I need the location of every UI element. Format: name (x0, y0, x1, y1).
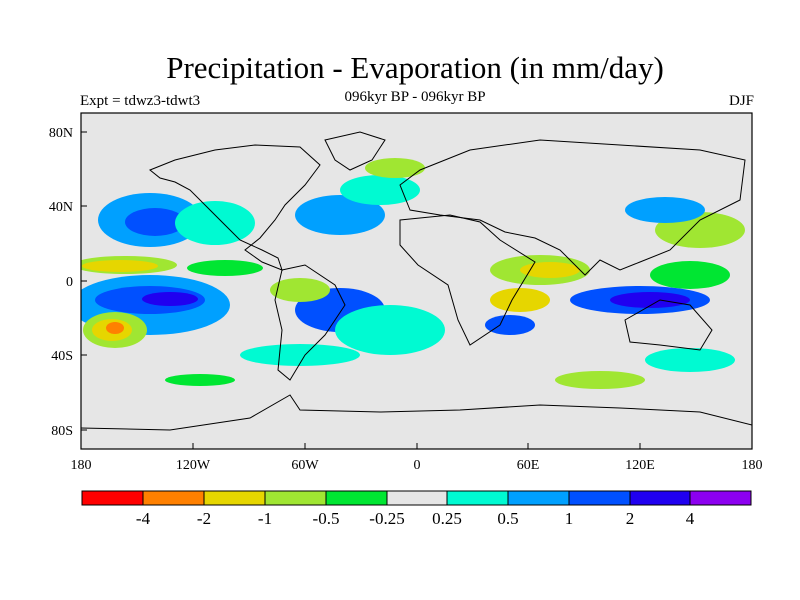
field-so-cyan-1 (240, 344, 360, 366)
lon-label-60e: 60E (517, 458, 540, 473)
colorbar-label-2: -2 (197, 509, 211, 528)
lon-label-180-right: 180 (742, 458, 763, 473)
field-spac-core (142, 292, 198, 306)
lon-label-0: 0 (414, 458, 421, 473)
field-npac-cyan (175, 201, 255, 245)
coast-antarctica (81, 394, 752, 431)
colorbar-swatch-5 (326, 491, 387, 505)
coast-south-america (274, 264, 346, 381)
field-natl-blue (295, 195, 385, 235)
field-kuroshio-blue (625, 197, 705, 223)
lat-label-80n: 80N (49, 126, 73, 141)
lon-axis: 180 120W 60W 0 60E 120E 180 (71, 443, 763, 473)
field-wpac-green (650, 261, 730, 289)
colorbar-label-1: -4 (136, 509, 151, 528)
colorbar-swatch-1 (82, 491, 143, 505)
field-indian-yellow (490, 288, 550, 312)
field-so-cyan-2 (645, 348, 735, 372)
colorbar-swatch-6 (387, 491, 447, 505)
lon-label-60w: 60W (291, 458, 319, 473)
colorbar-swatch-11 (690, 491, 751, 505)
colorbar-swatch-10 (630, 491, 690, 505)
colorbar-swatch-9 (569, 491, 630, 505)
coastlines (81, 131, 752, 431)
field-madagascar-blue (485, 315, 535, 335)
field-natl-green (365, 158, 425, 178)
colorbar-label-9: 2 (626, 509, 635, 528)
contour-fields (81, 158, 745, 389)
season-label: DJF (728, 93, 754, 109)
field-so-green-1 (555, 371, 645, 389)
colorbar-label-7: 0.5 (497, 509, 518, 528)
lon-label-120e: 120E (625, 458, 655, 473)
field-itcz-east (187, 260, 263, 276)
colorbar-dividers (142, 491, 691, 505)
colorbar-label-10: 4 (686, 509, 695, 528)
field-satl-cyan (335, 305, 445, 355)
lat-axis: 80N 40N 0 40S 80S (49, 126, 87, 439)
colorbar-label-5: -0.25 (369, 509, 404, 528)
plot-subtitle: 096kyr BP - 096kyr BP (344, 89, 486, 105)
colorbar-swatch-7 (447, 491, 508, 505)
coast-australia (624, 299, 713, 351)
lat-label-40s: 40S (51, 349, 73, 364)
coast-eurasia (399, 139, 746, 276)
field-samer-green (270, 278, 330, 302)
lon-label-120w: 120W (176, 458, 211, 473)
colorbar-swatch-2 (143, 491, 204, 505)
field-npac-darkblue (125, 208, 185, 236)
colorbar-label-3: -1 (258, 509, 272, 528)
colorbar-label-8: 1 (565, 509, 574, 528)
field-itcz-yellow (82, 260, 158, 272)
field-natl-cyan (340, 175, 420, 205)
coast-africa (399, 214, 536, 346)
lon-label-180-left: 180 (71, 458, 92, 473)
colorbar-label-4: -0.5 (313, 509, 340, 528)
lat-label-80s: 80S (51, 424, 73, 439)
field-maritime-core (610, 292, 690, 308)
colorbar-swatch-3 (204, 491, 265, 505)
field-spac-orange (106, 322, 124, 334)
colorbar-frame (81, 490, 752, 506)
field-so-green-2 (165, 374, 235, 386)
lat-label-40n: 40N (49, 200, 73, 215)
coast-greenland (324, 131, 386, 171)
experiment-label: Expt = tdwz3-tdwt3 (80, 93, 201, 109)
plot-title: Precipitation - Evaporation (in mm/day) (166, 50, 664, 85)
field-africa-yellow (520, 262, 580, 278)
lat-label-0: 0 (66, 275, 73, 290)
colorbar-swatch-8 (508, 491, 569, 505)
colorbar-label-6: 0.25 (432, 509, 462, 528)
colorbar-swatch-4 (265, 491, 326, 505)
colorbar: -4 -2 -1 -0.5 -0.25 0.25 0.5 1 2 4 (81, 490, 752, 528)
coast-north-america (149, 144, 321, 271)
